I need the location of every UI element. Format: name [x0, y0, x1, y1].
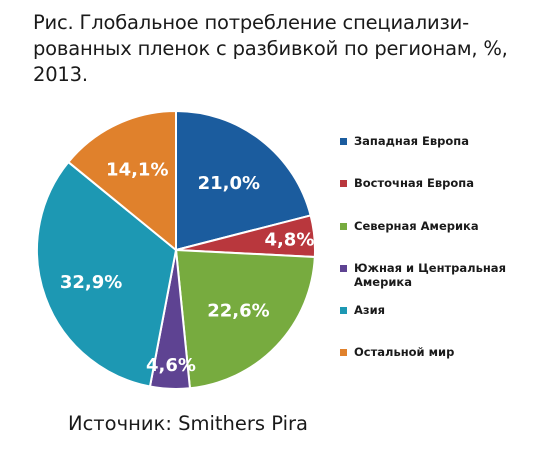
slice-value-label: 21,0%	[198, 173, 260, 194]
legend-label: Южная и Центральная Америка	[354, 261, 506, 289]
pie-slice	[174, 248, 316, 390]
legend-item: Западная Европа	[340, 134, 524, 148]
slice-value-label: 14,1%	[106, 159, 168, 180]
legend-label: Остальной мир	[354, 345, 455, 359]
legend-label: Азия	[354, 303, 386, 317]
slice-value-label: 4,8%	[264, 230, 314, 251]
figure-caption: Рис. Глобальное потребление специализи-р…	[33, 11, 508, 86]
pie-slice	[66, 109, 177, 253]
legend-swatch	[340, 265, 347, 272]
legend-label: Западная Европа	[354, 134, 469, 148]
slice-value-label: 4,6%	[146, 355, 196, 376]
slice-value-label: 32,9%	[60, 272, 122, 293]
legend-item: Южная и Центральная Америка	[340, 261, 524, 289]
pie-slice	[175, 109, 312, 252]
legend-item: Азия	[340, 303, 524, 317]
legend-swatch	[340, 349, 347, 356]
legend-label: Восточная Европа	[354, 176, 475, 190]
legend-swatch	[340, 180, 347, 187]
legend-item: Восточная Европа	[340, 176, 524, 190]
pie-slice	[36, 160, 178, 388]
legend-label: Северная Америка	[354, 219, 479, 233]
legend-swatch	[340, 223, 347, 230]
legend-item: Северная Америка	[340, 219, 524, 233]
source-note: Источник: Smithers Pira	[68, 412, 308, 435]
legend-item: Остальной мир	[340, 345, 524, 359]
legend-swatch	[340, 307, 347, 314]
legend-swatch	[340, 138, 347, 145]
slice-value-label: 22,6%	[207, 300, 269, 321]
